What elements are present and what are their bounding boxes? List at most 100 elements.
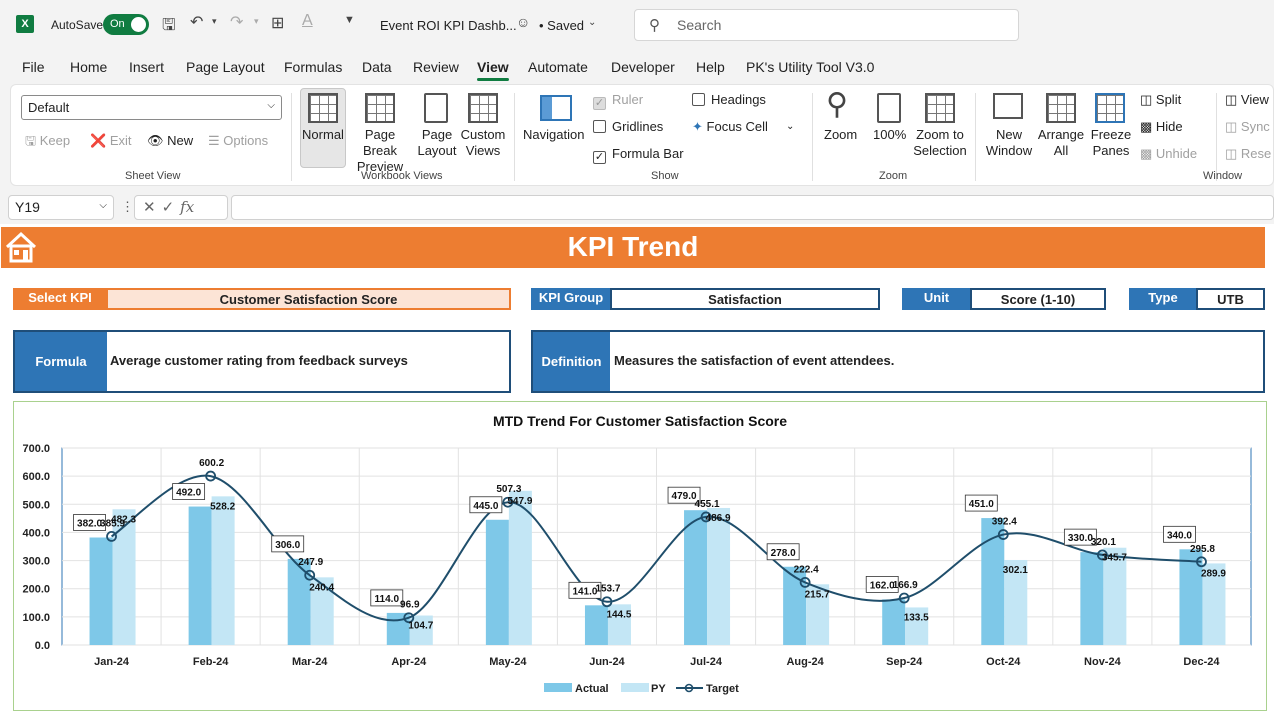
x-tick-label: Dec-24	[1183, 656, 1220, 668]
save-icon[interactable]: 🖫	[162, 17, 176, 34]
menu-view[interactable]: View	[477, 59, 509, 81]
insert-function-icon[interactable]: fx	[180, 198, 195, 216]
menu-developer[interactable]: Developer	[611, 59, 675, 75]
zoom-button[interactable]: Zoom	[824, 127, 858, 142]
target-marker	[700, 511, 712, 523]
headings-checkbox[interactable]: Headings	[692, 92, 766, 108]
zoom-100-button[interactable]: 100%	[873, 127, 907, 142]
zoom-to-selection-button[interactable]: Zoom to Selection	[910, 127, 970, 159]
saved-status[interactable]: • Saved	[539, 18, 585, 33]
menu-file[interactable]: File	[22, 59, 45, 75]
normal-view-icon	[308, 93, 338, 123]
undo-icon[interactable]: ↶	[190, 14, 204, 31]
group-sheet-view: Sheet View	[125, 170, 181, 182]
autosave-label: AutoSave	[51, 18, 104, 32]
actual-data-label: 278.0	[771, 548, 796, 559]
view-label: View	[1240, 92, 1269, 107]
new-sheet-view-button[interactable]: 👁 New	[147, 133, 194, 148]
custom-views-button[interactable]: Custom Views	[459, 127, 507, 159]
custom-label-1: Custom	[460, 127, 506, 142]
font-color-icon[interactable]: A	[302, 12, 313, 29]
menu-page-layout[interactable]: Page Layout	[186, 59, 265, 75]
cancel-icon[interactable]: ✕	[143, 199, 162, 216]
borders-icon[interactable]: ⊞	[271, 15, 285, 32]
keep-button[interactable]: 🖫 Keep	[25, 133, 71, 148]
options-button[interactable]: ☰ Options	[208, 133, 269, 148]
x-tick-label: Mar-24	[292, 656, 328, 668]
new-window-button[interactable]: New Window	[982, 127, 1036, 159]
navigation-button[interactable]: Navigation	[523, 127, 585, 142]
x-tick-label: Aug-24	[786, 656, 824, 668]
bar-actual	[981, 518, 1005, 645]
menu-insert[interactable]: Insert	[129, 59, 165, 75]
view-side-by-side-button[interactable]: ◫ View	[1225, 92, 1269, 107]
menu-bar: File Home Insert Page Layout Formulas Da…	[0, 50, 1274, 84]
py-data-label: 104.7	[408, 621, 433, 632]
actual-label-box	[73, 514, 106, 531]
ruler-check-icon: ✓	[593, 97, 606, 110]
sync-label: Sync	[1240, 119, 1270, 134]
target-data-label: 320.1	[1091, 537, 1116, 548]
y-tick-label: 300.0	[22, 556, 50, 568]
menu-formulas[interactable]: Formulas	[284, 59, 343, 75]
formula-input[interactable]	[231, 195, 1274, 220]
sheet-view-dropdown[interactable]: Default ⌵	[21, 95, 282, 120]
menu-home[interactable]: Home	[70, 59, 108, 75]
undo-dropdown-icon[interactable]: ▾	[212, 16, 217, 26]
menu-data[interactable]: Data	[362, 59, 392, 75]
legend-target-label: Target	[706, 683, 739, 695]
home-icon[interactable]	[4, 230, 38, 264]
unhide-button[interactable]: ▩ Unhide	[1140, 146, 1198, 161]
actual-data-label: 340.0	[1167, 530, 1192, 541]
mtd-trend-chart[interactable]: MTD Trend For Customer Satisfaction Scor…	[13, 401, 1267, 711]
new-label: New	[167, 133, 194, 148]
bar-py	[112, 509, 136, 645]
search-box[interactable]: ⚲ Search	[634, 9, 1019, 41]
py-data-label: 302.1	[1003, 565, 1028, 576]
sync-scrolling-button[interactable]: ◫ Sync	[1225, 119, 1270, 134]
more-options-icon[interactable]: ⋮	[121, 199, 134, 214]
page-layout-icon	[424, 93, 448, 123]
freeze-panes-button[interactable]: Freeze Panes	[1087, 127, 1135, 159]
legend-actual-label: Actual	[575, 683, 609, 695]
ruler-checkbox[interactable]: ✓ Ruler	[593, 92, 643, 110]
menu-help[interactable]: Help	[696, 59, 725, 75]
bar-actual	[584, 605, 608, 645]
page-layout-button[interactable]: Page Layout	[415, 127, 459, 159]
share-people-icon[interactable]: ☺	[516, 14, 531, 30]
enter-icon[interactable]: ✓	[161, 199, 181, 216]
focus-cell-dropdown-icon[interactable]: ⌄	[786, 121, 795, 132]
menu-review[interactable]: Review	[413, 59, 459, 75]
name-box[interactable]: Y19 ⌵	[8, 195, 114, 220]
exit-button[interactable]: ❌ Exit	[90, 133, 132, 148]
saved-dropdown-icon[interactable]: ⌄	[588, 17, 597, 28]
hide-button[interactable]: ▩ Hide	[1140, 119, 1183, 134]
redo-icon[interactable]: ↷	[230, 14, 244, 31]
arrange-all-button[interactable]: Arrange All	[1036, 127, 1086, 159]
redo-dropdown-icon[interactable]: ▾	[254, 16, 259, 26]
reset-position-button[interactable]: ◫ Rese	[1225, 146, 1272, 161]
ribbon: Default ⌵ 🖫 Keep ❌ Exit 👁 New ☰ Options …	[10, 84, 1274, 186]
freeze-label-1: Freeze	[1090, 127, 1132, 142]
x-tick-label: Apr-24	[391, 656, 427, 668]
customize-toolbar-icon[interactable]: ▼	[344, 14, 355, 26]
type-label: Type	[1129, 288, 1197, 310]
bar-py	[1103, 547, 1127, 645]
select-kpi-value[interactable]: Customer Satisfaction Score	[106, 288, 511, 310]
target-data-label: 247.9	[298, 557, 323, 568]
y-tick-label: 700.0	[22, 443, 50, 455]
focus-cell-button[interactable]: ✦ Focus Cell	[692, 119, 768, 135]
target-data-label: 600.2	[199, 458, 224, 469]
formula-bar-checkbox[interactable]: ✓ Formula Bar	[593, 146, 684, 164]
menu-automate[interactable]: Automate	[528, 59, 588, 75]
autosave-toggle[interactable]: On	[103, 14, 149, 35]
new-window-icon	[993, 93, 1023, 119]
gridlines-checkbox[interactable]: Gridlines	[593, 119, 663, 135]
target-marker	[502, 496, 514, 508]
target-marker	[1196, 556, 1207, 568]
page-break-preview-button[interactable]: Page Break Preview	[347, 127, 413, 175]
split-button[interactable]: ◫ Split	[1140, 92, 1182, 107]
document-title[interactable]: Event ROI KPI Dashb...	[380, 18, 517, 33]
actual-data-label: 479.0	[672, 491, 697, 502]
menu-pk-utility[interactable]: PK's Utility Tool V3.0	[746, 59, 875, 75]
